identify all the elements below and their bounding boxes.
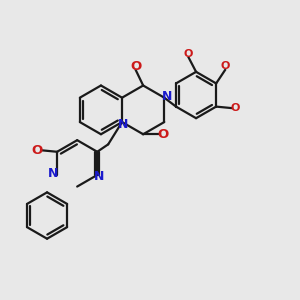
Text: N: N	[161, 90, 172, 103]
Text: O: O	[221, 61, 230, 71]
Text: N: N	[94, 170, 104, 183]
Text: N: N	[118, 118, 129, 131]
Text: O: O	[158, 128, 169, 141]
Text: N: N	[48, 167, 58, 180]
Text: O: O	[32, 144, 43, 157]
Text: O: O	[130, 60, 141, 73]
Text: O: O	[230, 103, 240, 113]
Text: O: O	[183, 49, 192, 59]
